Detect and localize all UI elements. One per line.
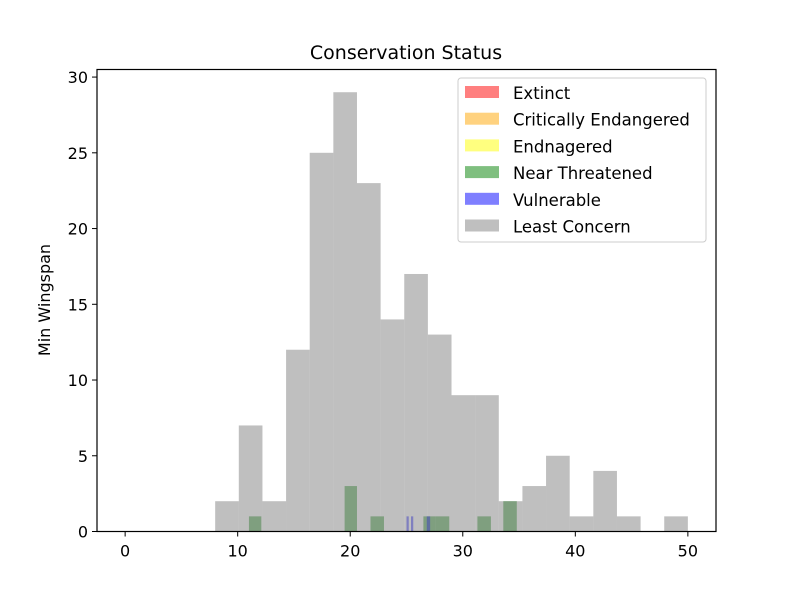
x-tick-label-2: 20 — [340, 542, 360, 561]
legend-frame — [457, 77, 707, 243]
legend: Extinct Critically Endangered Endnagered Ne… — [457, 77, 707, 243]
legend-swatch-3 — [465, 166, 499, 179]
y-tick-label-6: 30 — [68, 68, 88, 87]
bar-5-10 — [451, 395, 476, 532]
bar-5-7 — [380, 319, 405, 532]
legend-swatch-4 — [465, 192, 499, 205]
bar-5-5 — [333, 92, 357, 532]
x-tick-label-1: 10 — [228, 542, 248, 561]
legend-label-5: Least Concern — [513, 218, 631, 237]
bar-5-12 — [498, 501, 523, 532]
bar-5-1 — [238, 425, 263, 532]
bar-5-8 — [404, 273, 428, 532]
y-tick-label-3: 15 — [68, 295, 88, 314]
bars-layer — [215, 92, 688, 532]
legend-label-0: Extinct — [513, 84, 571, 103]
y-axis-label: Min Wingspan — [35, 244, 54, 356]
y-tick-label-1: 5 — [78, 447, 88, 466]
bar-5-2 — [262, 501, 287, 532]
y-axis: 0 5 10 15 20 25 30 — [68, 68, 97, 542]
x-tick-label-3: 30 — [453, 542, 473, 561]
bar-5-16 — [593, 470, 617, 532]
legend-swatch-1 — [465, 112, 499, 125]
x-tick-label-0: 0 — [120, 542, 130, 561]
legend-label-3: Near Threatened — [513, 164, 653, 183]
bar-5-11 — [475, 395, 499, 532]
y-tick-label-4: 20 — [68, 220, 88, 239]
legend-label-2: Endnagered — [513, 137, 613, 156]
bar-5-19 — [664, 516, 688, 532]
y-tick-label-5: 25 — [68, 144, 88, 163]
legend-swatch-5 — [465, 219, 499, 232]
bar-5-17 — [616, 516, 641, 532]
x-axis: 0 10 20 30 40 50 — [120, 531, 698, 561]
legend-swatch-2 — [465, 139, 499, 152]
y-tick-label-0: 0 — [78, 523, 88, 542]
x-tick-label-5: 50 — [678, 542, 698, 561]
legend-label-4: Vulnerable — [513, 191, 601, 210]
bar-5-0 — [215, 501, 239, 532]
y-tick-label-2: 10 — [68, 371, 88, 390]
legend-label-1: Critically Endangered — [513, 111, 690, 130]
plot-frame — [96, 68, 717, 533]
legend-swatch-0 — [465, 86, 499, 98]
x-tick-label-4: 40 — [565, 542, 585, 561]
bar-5-13 — [522, 486, 547, 532]
bar-5-3 — [286, 349, 310, 532]
bar-5-4 — [309, 152, 334, 532]
bar-5-9 — [427, 334, 452, 532]
bar-5-14 — [546, 455, 570, 532]
bar-5-15 — [569, 516, 594, 532]
bar-5-6 — [356, 183, 381, 532]
chart-title: Conservation Status — [310, 42, 502, 64]
